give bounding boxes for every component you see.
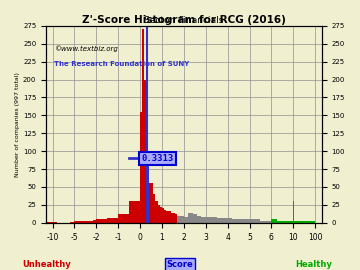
Bar (168, 211, 171, 223)
Bar (271, 219, 277, 223)
Bar (210, 217, 217, 223)
Bar (261, 221, 271, 223)
Bar (232, 219, 245, 223)
Bar (188, 213, 193, 223)
Bar (44, 222, 53, 223)
Text: The Research Foundation of SUNY: The Research Foundation of SUNY (54, 61, 189, 67)
Bar (53, 222, 57, 223)
Bar (164, 210, 166, 223)
Bar (171, 213, 173, 223)
Bar (245, 219, 261, 223)
Bar (175, 214, 177, 223)
Text: Unhealthy: Unhealthy (22, 260, 71, 269)
Bar (149, 183, 151, 223)
Bar (182, 216, 184, 223)
Text: Sector: Financials: Sector: Financials (144, 16, 224, 25)
Bar (223, 218, 232, 223)
Bar (153, 194, 156, 223)
Bar (140, 112, 142, 223)
Text: Score: Score (167, 260, 193, 269)
Bar (173, 214, 175, 223)
Y-axis label: Number of companies (997 total): Number of companies (997 total) (15, 72, 20, 177)
Bar (107, 218, 118, 223)
Bar (160, 207, 162, 223)
Bar (70, 222, 75, 223)
Bar (144, 79, 147, 223)
Bar (156, 201, 158, 223)
Bar (118, 214, 129, 223)
Text: Healthy: Healthy (295, 260, 332, 269)
Bar (162, 208, 164, 223)
Bar (206, 217, 210, 223)
Bar (217, 218, 223, 223)
Bar (75, 221, 82, 223)
Bar (186, 217, 188, 223)
Bar (201, 217, 206, 223)
Bar (277, 221, 293, 223)
Bar (180, 216, 182, 223)
Bar (293, 221, 315, 223)
Bar (89, 221, 93, 223)
Bar (147, 158, 149, 223)
Bar (166, 211, 168, 223)
Bar (151, 183, 153, 223)
Bar (184, 217, 186, 223)
Bar (129, 201, 140, 223)
Bar (193, 214, 197, 223)
Text: 0.3313: 0.3313 (141, 154, 174, 163)
Bar (158, 205, 160, 223)
Title: Z'-Score Histogram for RCG (2016): Z'-Score Histogram for RCG (2016) (82, 15, 286, 25)
Bar (93, 220, 96, 223)
Text: ©www.textbiz.org: ©www.textbiz.org (54, 45, 118, 52)
Bar (142, 29, 144, 223)
Bar (82, 221, 89, 223)
Bar (177, 216, 180, 223)
Bar (197, 216, 201, 223)
Bar (96, 219, 107, 223)
